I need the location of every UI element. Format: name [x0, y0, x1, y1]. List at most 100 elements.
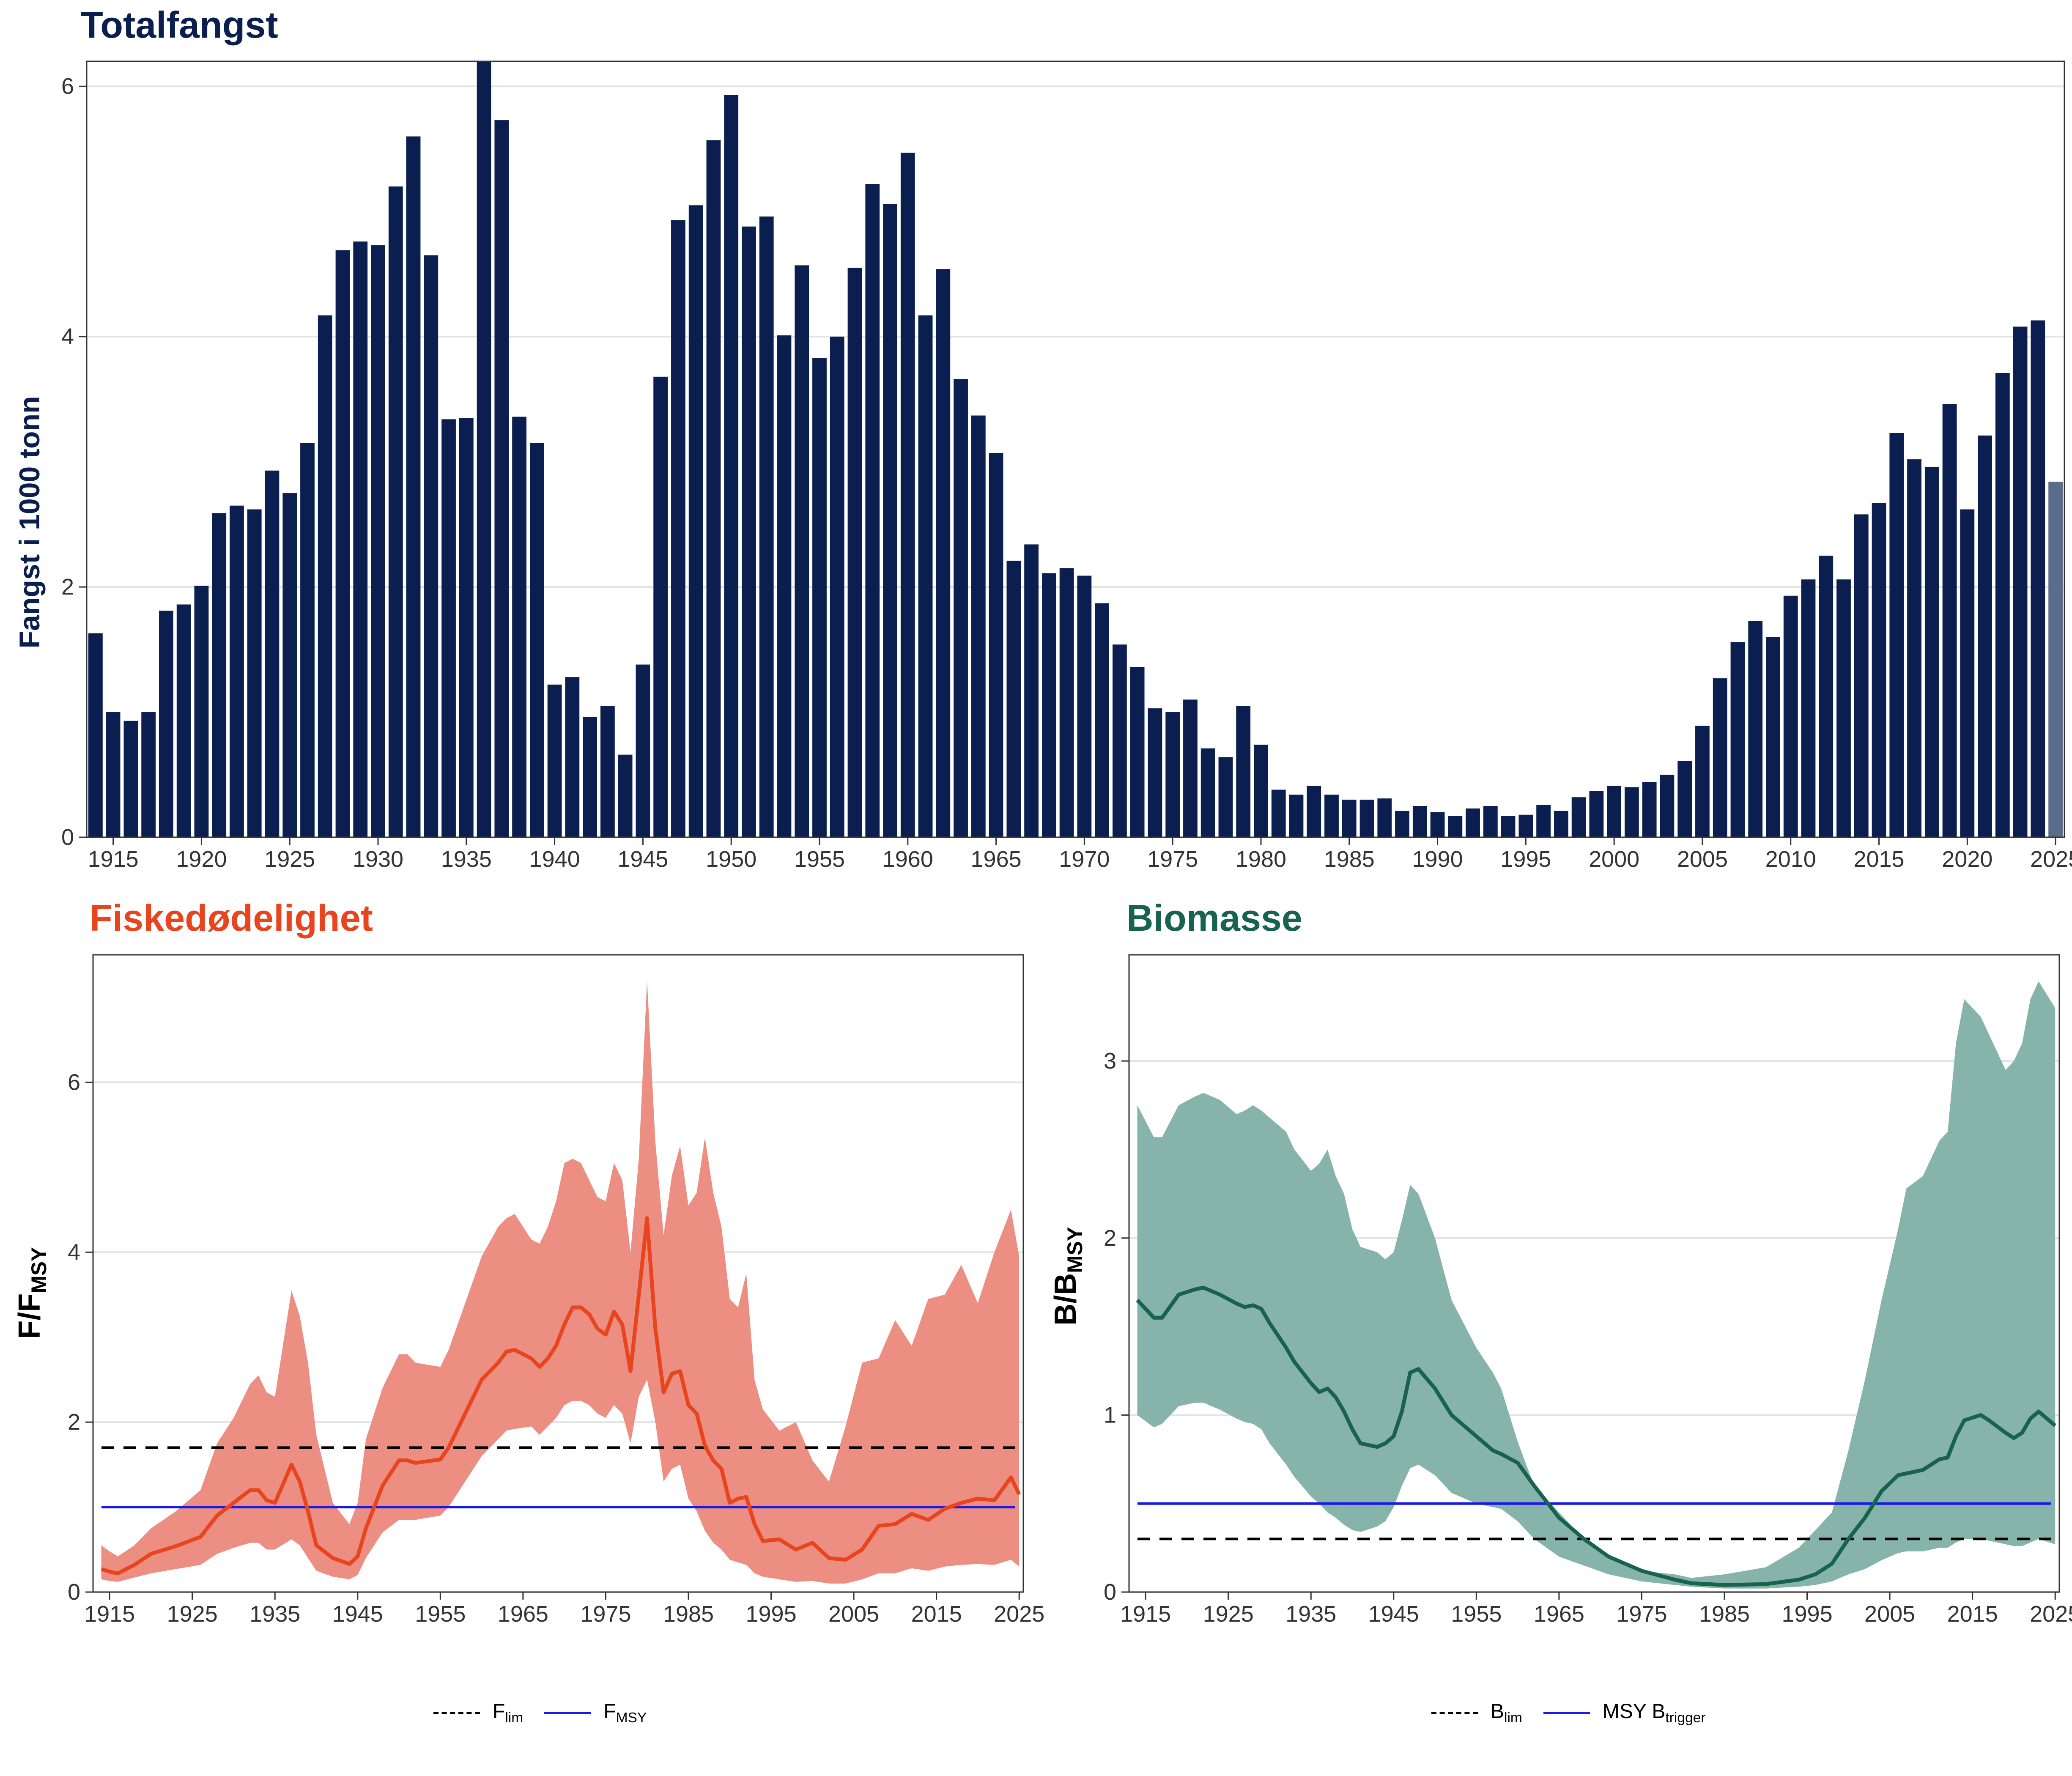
top-x-tick-label: 1955: [794, 847, 845, 872]
catch-bar: [812, 358, 827, 837]
catch-bar: [742, 226, 756, 837]
catch-bar: [1077, 576, 1092, 837]
biomass-confidence-band: [1137, 981, 2056, 1589]
catch-bar: [1501, 816, 1516, 837]
fishing-mortality-y-tick-label: 0: [68, 1579, 80, 1605]
catch-bar: [282, 493, 297, 837]
legend-btrigger-label: MSY Btrigger: [1602, 1700, 1706, 1726]
catch-bar: [777, 335, 792, 837]
catch-bar: [830, 337, 844, 837]
legend-flim-label: Flim: [493, 1700, 523, 1726]
catch-bar: [1448, 816, 1463, 837]
catch-bar: [1801, 579, 1816, 837]
catch-bar: [159, 611, 173, 837]
catch-bar: [1200, 748, 1215, 837]
catch-bar: [371, 245, 385, 838]
catch-bar: [1130, 667, 1145, 837]
top-x-tick-label: 1980: [1236, 847, 1286, 872]
fishing-mortality-x-tick-label: 1935: [249, 1601, 300, 1627]
catch-bar: [583, 717, 597, 837]
catch-bar: [335, 250, 350, 837]
catch-bar: [406, 136, 421, 837]
catch-bar: [1307, 786, 1321, 837]
catch-bar: [230, 505, 244, 837]
catch-bar: [1483, 806, 1498, 837]
top-x-tick-label: 2010: [1765, 847, 1816, 872]
catch-bar: [2048, 482, 2063, 837]
top-x-tick-label: 1985: [1324, 847, 1375, 872]
catch-bar: [88, 633, 103, 837]
biomass-y-tick-label: 1: [1104, 1402, 1116, 1428]
fishing-mortality-x-tick-label: 2025: [994, 1601, 1044, 1627]
catch-bar: [918, 315, 933, 838]
catch-bar: [106, 712, 121, 837]
biomass-y-tick-label: 0: [1104, 1579, 1116, 1605]
catch-bar: [1571, 797, 1586, 837]
biomass-x-tick-label: 1975: [1616, 1601, 1667, 1627]
catch-bar: [671, 220, 685, 837]
legend-fmsy-label: FMSY: [603, 1700, 647, 1726]
catch-bar: [795, 265, 809, 837]
top-plot-frame: [86, 60, 2065, 838]
catch-bar: [318, 315, 332, 838]
catch-bar: [1095, 603, 1110, 837]
catch-bar: [1518, 814, 1533, 837]
top-x-tick-label: 2000: [1589, 847, 1639, 872]
top-x-tick-label: 1920: [176, 847, 227, 872]
biomass-x-tick-label: 1925: [1203, 1601, 1254, 1627]
catch-bar: [194, 586, 209, 837]
legend-blim-label: Blim: [1491, 1700, 1522, 1726]
top-x-tick-label: 1970: [1059, 847, 1110, 872]
catch-bar: [636, 664, 650, 837]
biomass-ylabel: B/BMSY: [1049, 1187, 1087, 1365]
catch-bar: [1395, 811, 1409, 837]
catch-bar: [724, 95, 739, 838]
fishing-mortality-x-tick-label: 1965: [498, 1601, 548, 1627]
top-chart-title: Totalfangst: [80, 4, 278, 46]
catch-bar: [1359, 800, 1374, 837]
fishing-mortality-title: Fiskedødelighet: [90, 897, 373, 939]
top-y-tick-label: 6: [61, 74, 74, 99]
catch-bar: [494, 120, 509, 837]
catch-bar: [971, 415, 986, 837]
catch-bar: [477, 61, 491, 837]
catch-bar: [1324, 795, 1339, 837]
fishing-mortality-plot-frame: [92, 954, 1024, 1593]
catch-bar: [936, 269, 951, 838]
catch-bar: [1342, 800, 1357, 837]
catch-bar: [123, 721, 138, 837]
top-y-tick-label: 2: [61, 574, 74, 600]
catch-bar: [1412, 806, 1427, 837]
biomass-x-tick-label: 1945: [1368, 1601, 1419, 1627]
catch-bar: [900, 153, 915, 838]
catch-bar: [759, 217, 774, 837]
fishing-mortality-y-tick-label: 2: [68, 1409, 80, 1435]
catch-bar: [512, 417, 526, 837]
catch-bar: [265, 470, 280, 837]
top-x-tick-label: 1990: [1412, 847, 1463, 872]
top-x-tick-label: 1960: [883, 847, 933, 872]
catch-bar: [1148, 708, 1162, 837]
catch-bar: [1642, 782, 1657, 837]
top-x-tick-label: 1995: [1500, 847, 1551, 872]
biomass-y-tick-label: 2: [1104, 1225, 1116, 1251]
biomass-median-line: [1136, 1285, 2057, 1587]
catch-bar: [441, 419, 456, 837]
top-x-tick-label: 2005: [1677, 847, 1728, 872]
catch-bar: [1113, 644, 1127, 837]
catch-bar: [1713, 678, 1727, 837]
catch-bar: [176, 604, 191, 837]
fishing-mortality-x-tick-label: 1915: [84, 1601, 135, 1627]
legend-dashed-line-swatch: [433, 1712, 480, 1715]
catch-bar: [1536, 805, 1551, 837]
catch-bar: [653, 376, 668, 838]
catch-bar: [212, 513, 227, 837]
catch-bar: [388, 186, 403, 837]
catch-bar: [565, 677, 580, 837]
top-x-tick-label: 1950: [706, 847, 756, 872]
biomass-x-tick-label: 2005: [1864, 1601, 1915, 1627]
biomass-plot-frame: [1128, 954, 2060, 1593]
top-y-tick-label: 0: [61, 825, 74, 850]
f-ylabel-main: F/F: [13, 1293, 47, 1339]
catch-bar: [1183, 699, 1198, 837]
